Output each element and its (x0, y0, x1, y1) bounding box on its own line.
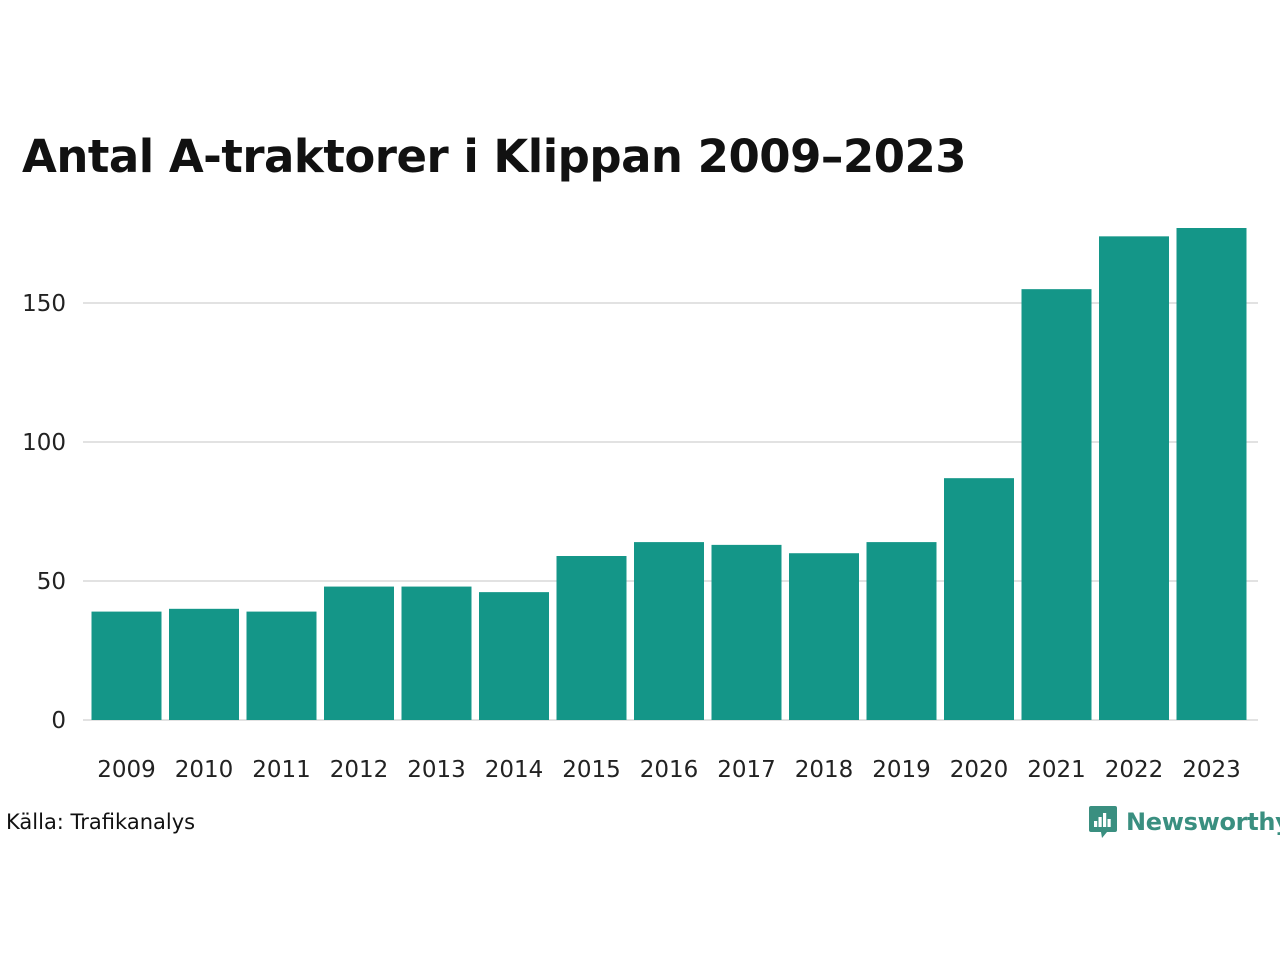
x-tick-label-2014: 2014 (485, 757, 544, 783)
x-tick-label-2020: 2020 (950, 757, 1009, 783)
y-tick-label-50: 50 (37, 569, 66, 595)
x-tick-label-2012: 2012 (330, 757, 389, 783)
bar-2009 (91, 611, 162, 720)
y-tick-label-100: 100 (22, 430, 66, 456)
x-tick-label-2016: 2016 (640, 757, 699, 783)
bar-2012 (324, 586, 394, 720)
bar-2017 (711, 544, 782, 720)
x-tick-label-2015: 2015 (562, 757, 621, 783)
x-tick-label-2023: 2023 (1182, 757, 1241, 783)
y-axis-ticks: 0 50 100 150 (22, 291, 66, 734)
y-tick-label-150: 150 (22, 291, 66, 317)
bar-2020 (944, 478, 1014, 720)
x-tick-label-2011: 2011 (252, 757, 311, 783)
newsworthy-logo-icon (1089, 806, 1117, 838)
x-axis-ticks: 2009 2010 2011 2012 2013 2014 2015 2016 2017 2018… (97, 757, 1241, 783)
x-tick-label-2019: 2019 (872, 757, 931, 783)
bar-2011 (246, 611, 317, 720)
x-tick-label-2018: 2018 (795, 757, 854, 783)
bar-2015 (556, 556, 627, 720)
x-tick-label-2010: 2010 (175, 757, 234, 783)
bar-2022 (1099, 236, 1169, 720)
x-tick-label-2009: 2009 (97, 757, 156, 783)
bar-2023 (1176, 228, 1247, 720)
bars (91, 228, 1247, 720)
bar-2013 (401, 586, 472, 720)
bar-2019 (866, 542, 937, 720)
bar-2021 (1021, 289, 1092, 720)
chart-title: Antal A-traktorer i Klippan 2009–2023 (22, 130, 967, 183)
x-tick-label-2013: 2013 (407, 757, 466, 783)
x-tick-label-2017: 2017 (717, 757, 776, 783)
brand-logo: Newsworthy (1088, 803, 1280, 841)
bar-2016 (634, 542, 704, 720)
x-tick-label-2022: 2022 (1105, 757, 1164, 783)
bar-2018 (789, 553, 859, 720)
y-tick-label-0: 0 (51, 708, 66, 734)
source-label: Källa: Trafikanalys (6, 810, 196, 834)
bar-2014 (479, 592, 549, 720)
bar-2010 (169, 608, 239, 720)
brand-name: Newsworthy (1126, 808, 1280, 836)
x-tick-label-2021: 2021 (1027, 757, 1086, 783)
